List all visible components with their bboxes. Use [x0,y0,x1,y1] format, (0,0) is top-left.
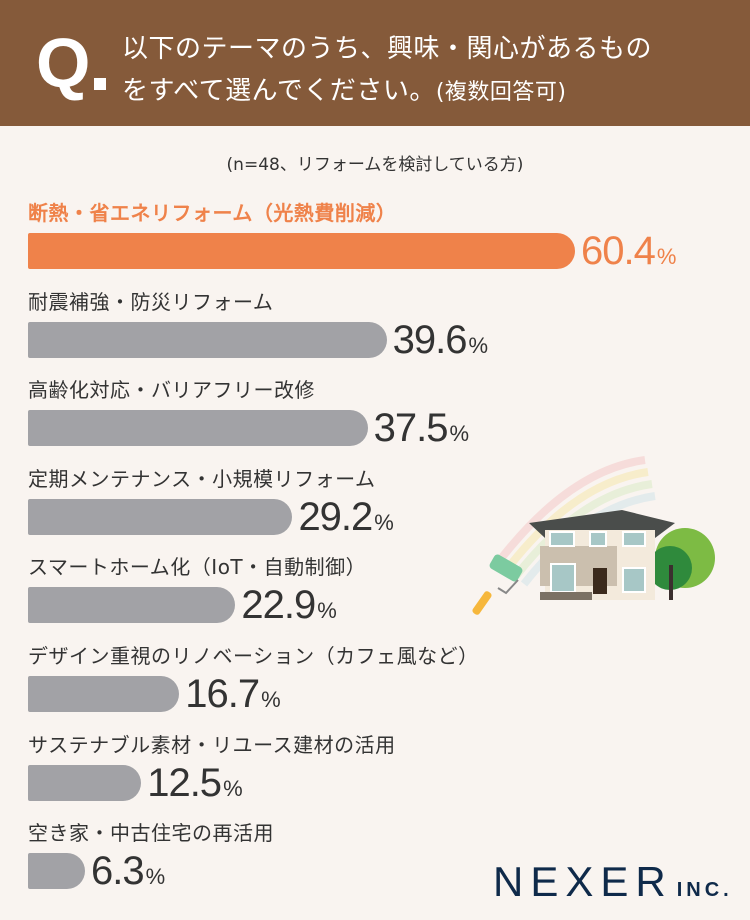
category-label: 高齢化対応・バリアフリー改修 [28,378,315,403]
q-mark: Q [36,24,91,102]
question-line-2: をすべて選んでください。(複数回答可) [122,70,567,107]
value-unit: % [145,864,166,890]
bar [28,676,180,712]
value-number: 39.6 [392,317,468,362]
value-label: 37.5% [373,406,469,454]
value-label: 60.4% [581,229,677,277]
category-label: 定期メンテナンス・小規模リフォーム [28,466,376,491]
value-unit: % [261,687,281,712]
value-label: 6.3% [91,849,166,897]
nexer-logo: NEXER INC. [493,858,733,906]
house-illustration [472,456,715,615]
logo-suffix: INC. [676,879,733,901]
bar [28,764,142,801]
value-label: 29.2% [298,494,394,543]
question-suffix: (複数回答可) [435,80,567,105]
value-number: 37.5 [373,406,449,451]
q-dot [94,78,106,90]
value-label: 39.6% [392,317,488,366]
question-header: Q 以下のテーマのうち、興味・関心があるもの をすべて選んでください。(複数回答… [0,0,750,126]
value-number: 6.3 [91,849,145,894]
logo-main: NEXER [493,858,673,905]
sample-note: (n=48、リフォームを検討している方) [226,155,524,175]
value-unit: % [656,244,677,269]
value-number: 12.5 [147,760,222,805]
value-label: 22.9% [241,583,337,631]
category-label: 耐震補強・防災リフォーム [28,289,274,314]
value-unit: % [449,421,469,447]
bar [28,410,368,447]
question-text: をすべて選んでください。 [122,76,436,106]
value-unit: % [223,775,243,801]
value-number: 60.4 [581,229,656,273]
value-number: 29.2 [298,494,373,539]
category-label: 空き家・中古住宅の再活用 [28,821,274,846]
category-label: デザイン重視のリノベーション（カフェ風など） [28,644,479,668]
value-number: 22.9 [241,583,316,628]
category-label: サステナブル素材・リユース建材の活用 [28,732,396,757]
category-label: スマートホーム化（IoT・自動制御） [28,555,367,580]
question-line-1: 以下のテーマのうち、興味・関心があるもの [122,34,653,64]
bar [28,853,86,890]
bar [28,587,236,624]
value-label: 12.5% [147,760,243,809]
bar [28,233,575,269]
value-unit: % [374,509,394,535]
value-label: 16.7% [185,672,281,720]
value-unit: % [468,332,488,358]
value-unit: % [317,598,337,624]
bar [28,498,293,535]
category-label: 断熱・省エネリフォーム（光熱費削減） [28,201,397,225]
bar [28,321,387,358]
value-number: 16.7 [185,672,260,716]
